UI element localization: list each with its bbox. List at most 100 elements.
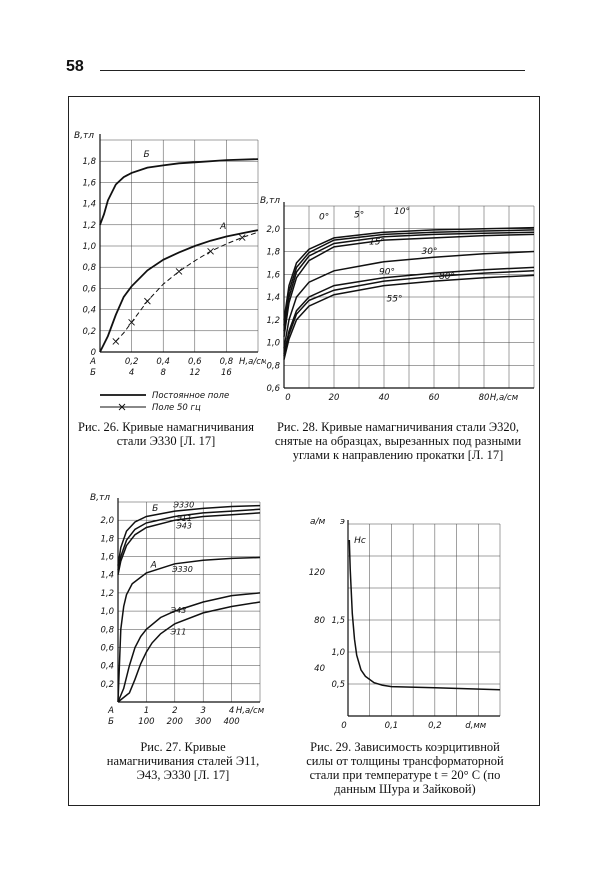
series-line (117, 508, 261, 571)
curve-group-label: Б (152, 504, 158, 514)
x-tick-label: 20 (329, 393, 340, 403)
curve-label: 10° (394, 207, 410, 217)
x-axis-label: H,а/см (239, 357, 266, 367)
series-line (283, 233, 535, 337)
y-tick-label: 1,0 (266, 339, 280, 349)
series-line (283, 270, 535, 357)
y-tick-label: 0,6 (82, 284, 96, 294)
figure-27-caption: Рис. 27. Кривые намагничивания сталей Э1… (106, 740, 260, 782)
y-tick-label: 0,6 (266, 384, 280, 394)
curve-label: Б (143, 150, 149, 160)
x-scale-a-label: A (89, 357, 96, 367)
y-tick-label: 1,8 (100, 534, 114, 544)
x-tick-label: 100 (138, 717, 154, 727)
y-tick-label: 1,2 (266, 316, 280, 326)
y-tick-label: 1,2 (100, 589, 114, 599)
y-tick-label: 1,8 (82, 157, 96, 167)
y-tick-label: 1,2 (82, 221, 96, 231)
curve-label: 0° (319, 213, 329, 223)
curve-label: 80° (439, 272, 455, 282)
curve-label: 30° (422, 247, 438, 257)
curve-label: Э11 (170, 628, 187, 637)
y-tick-label: 1,4 (100, 571, 114, 581)
y-tick-label: 0,8 (266, 361, 280, 371)
y-tick-label: 1,0 (331, 648, 345, 658)
y-tick-label: 1,4 (266, 293, 280, 303)
curve-label: Э330 (171, 565, 193, 574)
x-scale-b-label: Б (90, 368, 96, 378)
series-line-a-50hz (115, 231, 259, 342)
y-tick-label: 0 (91, 348, 96, 358)
x-tick-label: 16 (221, 368, 232, 378)
y-axis-label: B,тл (260, 196, 280, 206)
y-tick-label: 2,0 (100, 516, 114, 526)
x-tick-label: 3 (200, 706, 205, 716)
figure-frame (68, 96, 540, 806)
x-tick-label: 4 (129, 368, 134, 378)
series-line (283, 274, 535, 360)
curve-group-label: А (150, 560, 157, 570)
data-point-marker (128, 319, 135, 326)
legend-const-label: Постоянное поле (152, 391, 229, 401)
x-scale-a-label: A (107, 706, 114, 716)
series-line (117, 601, 261, 703)
curve-label: 5° (354, 210, 364, 220)
figure-28-chart: B,тл 0,6 0,8 1,0 1,2 1,4 1,6 1,8 2,0 0 20 40 60 80 H,а… (260, 196, 535, 403)
series-line (117, 592, 261, 703)
y-tick-label: 1,6 (82, 178, 96, 188)
series-line (117, 504, 261, 566)
x-tick-label: 40 (379, 393, 390, 403)
y-tick-label: 1,0 (82, 242, 96, 252)
y-axis-label-right: э (340, 517, 345, 527)
y-tick-label: 1,8 (266, 248, 280, 258)
series-line (117, 512, 261, 575)
y-tick-label: 0,6 (100, 643, 114, 653)
x-tick-label: 0,1 (385, 721, 399, 731)
y-axis-label-left: а/м (310, 517, 326, 527)
x-tick-label: 12 (189, 368, 200, 378)
y-tick-label: 1,6 (100, 553, 114, 563)
x-tick-label: 0 (285, 393, 290, 403)
y-tick-label: 0,4 (82, 306, 96, 316)
x-tick-label: 60 (429, 393, 440, 403)
figure-29-caption: Рис. 29. Зависимость коэрцитивной силы о… (306, 740, 504, 796)
x-tick-label: 0,4 (156, 357, 170, 367)
series-line-a (99, 229, 259, 353)
x-tick-label: 200 (167, 717, 183, 727)
y-axis-label: B,тл (90, 493, 110, 503)
x-tick-label: 0,2 (125, 357, 139, 367)
x-tick-label: 80 (479, 393, 490, 403)
data-point-marker (238, 234, 246, 241)
figure-28-caption: Рис. 28. Кривые намагничивания стали Э32… (274, 420, 522, 462)
page-number: 58 (66, 58, 84, 75)
curve-label: Э43 (175, 521, 192, 530)
y-tick-label: 120 (309, 568, 325, 578)
x-scale-b-label: Б (108, 717, 114, 727)
y-tick-label: 0,8 (82, 263, 96, 273)
figure-29-chart: а/м э 40 80 120 0,5 1,0 1,5 0 0,1 0,2 d,мм Hс (309, 517, 501, 731)
y-tick-label: 1,5 (331, 616, 345, 626)
curve-label: Э43 (170, 606, 187, 615)
series-line (117, 556, 261, 703)
x-tick-label: 0,8 (220, 357, 234, 367)
y-tick-label: 0,5 (331, 680, 345, 690)
x-tick-label: 8 (160, 368, 166, 378)
series-line (283, 229, 535, 326)
y-tick-label: 80 (314, 616, 325, 626)
y-axis-label: B,тл (74, 131, 94, 141)
data-point-marker (144, 297, 151, 305)
y-tick-label: 1,6 (266, 270, 280, 280)
y-tick-label: 1,0 (100, 607, 114, 617)
curve-label: Э330 (172, 500, 194, 509)
y-tick-label: 0,2 (100, 680, 114, 690)
figure-26-caption: Рис. 26. Кривые намагничивания стали Э33… (78, 420, 254, 448)
series-line (283, 226, 535, 320)
y-tick-label: 40 (314, 664, 325, 674)
curve-label: 55° (387, 295, 403, 305)
series-line-b (99, 158, 259, 226)
x-tick-label: 2 (172, 706, 177, 716)
x-axis-label: d,мм (465, 721, 487, 731)
x-tick-label: 0 (341, 721, 346, 731)
